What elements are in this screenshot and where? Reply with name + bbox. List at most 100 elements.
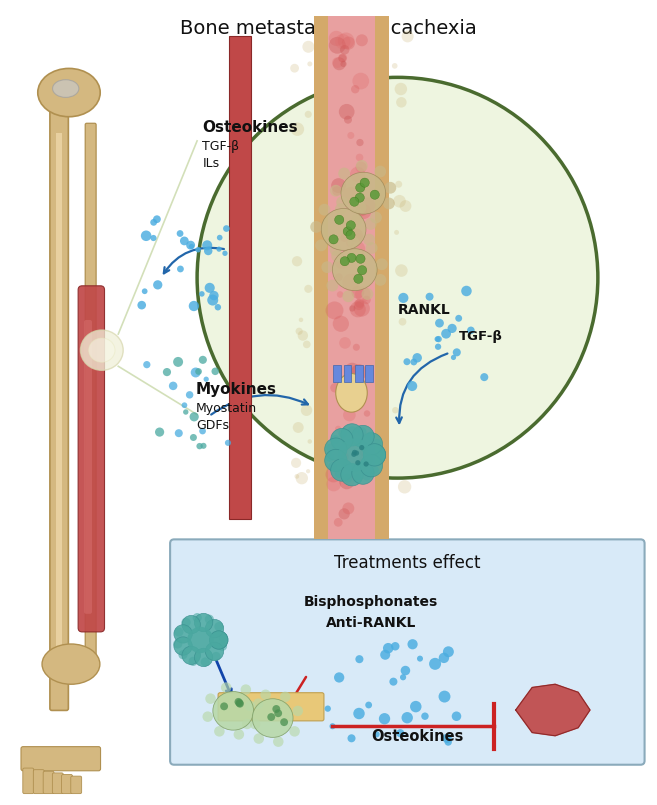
FancyBboxPatch shape <box>62 774 72 794</box>
Ellipse shape <box>42 644 100 684</box>
Circle shape <box>150 219 157 225</box>
Circle shape <box>221 683 231 693</box>
Circle shape <box>347 254 356 262</box>
Circle shape <box>407 639 418 650</box>
Circle shape <box>195 368 202 375</box>
Circle shape <box>393 195 406 208</box>
Circle shape <box>366 431 375 440</box>
Circle shape <box>360 178 369 188</box>
Circle shape <box>342 502 354 514</box>
Bar <box>374 16 389 539</box>
Circle shape <box>199 356 207 364</box>
Circle shape <box>210 631 228 649</box>
Circle shape <box>342 36 355 50</box>
Circle shape <box>142 288 148 294</box>
Bar <box>333 365 341 382</box>
Circle shape <box>215 304 221 311</box>
Circle shape <box>321 262 333 273</box>
Circle shape <box>273 737 284 747</box>
Circle shape <box>179 650 188 659</box>
Circle shape <box>143 361 150 368</box>
Circle shape <box>383 197 395 209</box>
Circle shape <box>307 440 312 444</box>
Text: TGF-β: TGF-β <box>202 140 240 153</box>
Circle shape <box>242 719 252 729</box>
Circle shape <box>374 166 386 177</box>
Circle shape <box>218 642 227 651</box>
Circle shape <box>417 655 423 662</box>
Circle shape <box>338 429 348 438</box>
Circle shape <box>175 429 183 437</box>
Circle shape <box>305 111 312 118</box>
Ellipse shape <box>341 172 386 214</box>
Circle shape <box>396 97 407 108</box>
Circle shape <box>355 204 368 217</box>
Circle shape <box>429 658 441 670</box>
Circle shape <box>205 693 215 704</box>
Circle shape <box>190 434 197 441</box>
Circle shape <box>442 328 451 339</box>
Circle shape <box>325 449 347 472</box>
Bar <box>344 365 351 382</box>
Circle shape <box>370 465 379 474</box>
Circle shape <box>335 426 341 431</box>
Circle shape <box>390 678 397 686</box>
Circle shape <box>356 204 371 219</box>
Circle shape <box>361 288 373 300</box>
Text: Myostatin: Myostatin <box>196 402 257 415</box>
Circle shape <box>335 34 350 49</box>
FancyBboxPatch shape <box>78 286 104 632</box>
Circle shape <box>370 212 382 224</box>
Circle shape <box>340 233 348 242</box>
Circle shape <box>335 203 347 215</box>
Circle shape <box>169 382 177 390</box>
Circle shape <box>363 444 386 466</box>
Circle shape <box>174 637 193 655</box>
Circle shape <box>338 439 371 471</box>
Circle shape <box>254 733 264 744</box>
Circle shape <box>209 291 219 300</box>
Circle shape <box>289 726 300 737</box>
Circle shape <box>207 295 218 306</box>
Text: Osteokines: Osteokines <box>371 729 463 744</box>
Circle shape <box>411 358 417 365</box>
Circle shape <box>339 337 351 349</box>
Circle shape <box>357 266 367 275</box>
Circle shape <box>375 448 384 457</box>
Circle shape <box>191 368 200 378</box>
Circle shape <box>299 318 304 322</box>
Circle shape <box>343 229 349 235</box>
Circle shape <box>350 229 363 242</box>
Ellipse shape <box>80 330 124 370</box>
Circle shape <box>280 691 290 702</box>
Circle shape <box>310 221 322 233</box>
Text: Bisphosphonates: Bisphosphonates <box>304 595 438 609</box>
Circle shape <box>342 291 354 302</box>
Circle shape <box>352 450 357 455</box>
Circle shape <box>346 221 355 230</box>
Circle shape <box>197 77 598 478</box>
Circle shape <box>223 225 230 232</box>
Circle shape <box>351 286 364 299</box>
Circle shape <box>435 344 442 350</box>
Circle shape <box>205 619 223 638</box>
Circle shape <box>380 650 390 660</box>
Circle shape <box>338 508 350 519</box>
Circle shape <box>350 248 362 260</box>
Circle shape <box>190 412 199 421</box>
Circle shape <box>298 330 308 341</box>
Circle shape <box>174 627 183 637</box>
Circle shape <box>212 368 219 375</box>
Circle shape <box>225 440 231 446</box>
Circle shape <box>339 474 354 489</box>
Circle shape <box>182 646 200 664</box>
Circle shape <box>329 723 336 729</box>
Circle shape <box>330 244 342 256</box>
Bar <box>313 16 328 539</box>
FancyBboxPatch shape <box>53 773 63 794</box>
Circle shape <box>327 279 338 291</box>
Circle shape <box>350 242 365 257</box>
Circle shape <box>363 233 375 246</box>
Circle shape <box>348 237 359 248</box>
Circle shape <box>349 305 355 312</box>
